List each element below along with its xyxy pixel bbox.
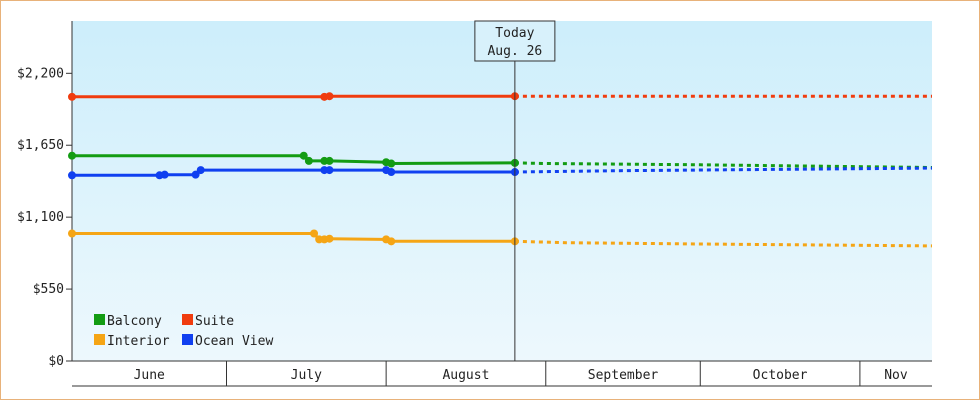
x-month-label: October [753,368,808,383]
data-point-balcony [299,151,308,160]
series-forecast-ocean-view [514,166,933,174]
data-point-ocean-view [325,166,334,175]
legend-swatch-suite [182,314,193,325]
data-point-interior [325,234,334,243]
today-marker-box [474,20,556,62]
data-point-ocean-view [160,170,169,179]
data-point-balcony [325,156,334,165]
data-point-suite [325,92,334,101]
data-point-ocean-view [387,168,396,177]
data-point-balcony [68,151,76,160]
legend-label-interior: Interior [107,334,170,349]
x-month-label: September [588,368,659,383]
x-month-label: August [442,368,489,383]
x-month-label: June [134,368,165,383]
legend-label-suite: Suite [195,314,234,329]
legend-swatch-ocean-view [182,334,193,345]
x-month-label: July [291,368,322,383]
y-tick-label: $0 [48,354,64,369]
legend-swatch-interior [94,334,105,345]
data-point-balcony [387,159,396,168]
data-point-interior [387,237,396,246]
series-line-suite [72,94,515,99]
today-label: Today [495,26,534,41]
data-point-ocean-view [68,171,76,180]
y-tick-label: $550 [33,282,64,297]
data-point-interior [68,229,76,238]
y-tick-label: $1,100 [17,210,64,225]
y-tick-label: $2,200 [17,66,64,81]
series-forecast-interior [514,239,933,248]
data-point-suite [68,92,76,101]
legend-label-ocean-view: Ocean View [195,334,273,349]
data-point-ocean-view [196,166,205,175]
plot-area [72,21,932,361]
legend-label-balcony: Balcony [107,314,162,329]
legend-swatch-balcony [94,314,105,325]
y-tick-label: $1,650 [17,138,64,153]
x-month-label: Nov [884,368,908,383]
data-point-balcony [304,156,313,165]
data-point-ocean-view [191,170,200,179]
today-date-label: Aug. 26 [487,44,542,59]
data-point-interior [310,229,319,238]
